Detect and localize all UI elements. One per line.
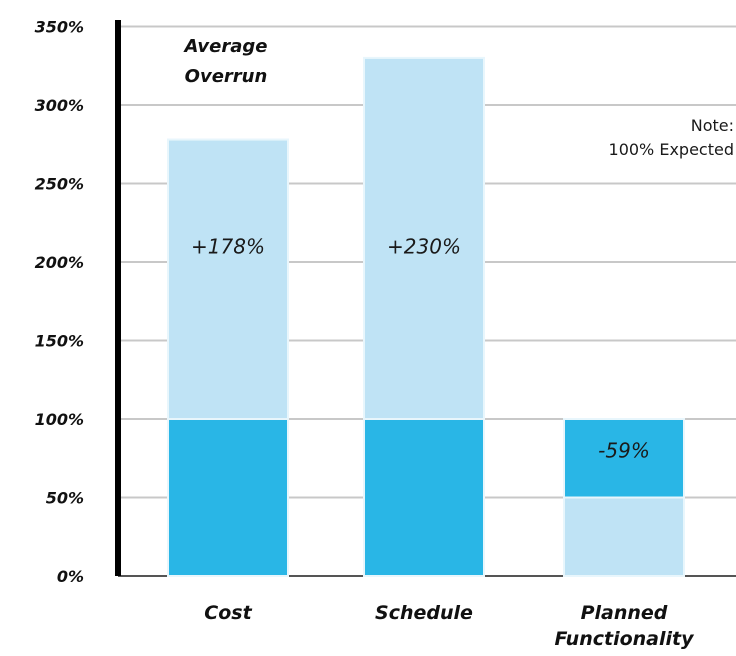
- y-tick-label: 200%: [35, 253, 84, 272]
- y-tick-label: 300%: [35, 96, 84, 115]
- bar-label-3: -59%: [598, 438, 650, 462]
- y-tick-label: 150%: [35, 332, 84, 351]
- bar-overrun-3: [563, 496, 685, 577]
- y-tick-label: 250%: [35, 175, 84, 194]
- bar-expected-2: [363, 418, 485, 577]
- annotation-line-2: Overrun: [185, 66, 268, 87]
- note-line-2: 100% Expected: [609, 140, 734, 159]
- y-tick-label: 0%: [57, 567, 84, 586]
- category-labels: Cost Schedule Planned Functionality: [204, 602, 695, 650]
- y-tick-labels: 0% 50% 100% 150% 200% 250% 300% 350%: [35, 18, 84, 587]
- bar-label-2: +230%: [387, 234, 461, 258]
- note-line-1: Note:: [691, 116, 734, 135]
- bar-expected-3: [563, 418, 685, 499]
- bar-overrun-2: [363, 56, 485, 421]
- bars: [167, 56, 685, 577]
- bar-labels: +178% +230% -59%: [191, 234, 650, 462]
- y-tick-label: 350%: [35, 18, 84, 37]
- category-label-3: Planned Functionality: [555, 602, 696, 650]
- y-tick-label: 50%: [46, 489, 84, 508]
- category-label-2: Schedule: [375, 602, 473, 624]
- y-tick-label: 100%: [35, 410, 84, 429]
- bar-overrun-1: [167, 138, 289, 420]
- bar-label-1: +178%: [191, 234, 265, 258]
- category-label-1: Cost: [204, 602, 252, 624]
- annotation-line-1: Average: [182, 36, 267, 57]
- bar-expected-1: [167, 418, 289, 577]
